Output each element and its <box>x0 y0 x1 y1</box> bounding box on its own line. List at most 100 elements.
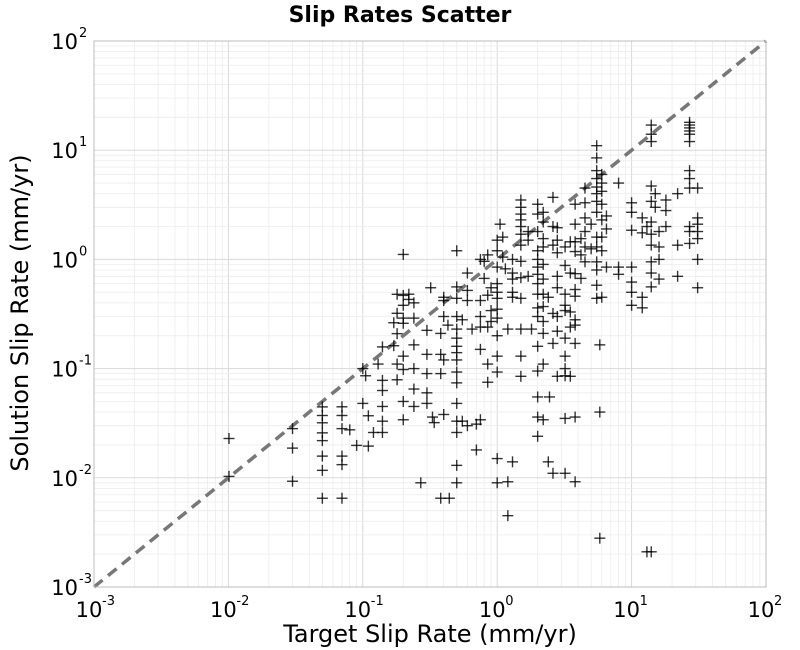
data-point <box>515 350 527 362</box>
data-point <box>551 234 563 246</box>
data-point <box>507 291 519 303</box>
data-point <box>626 261 638 273</box>
data-point <box>579 182 591 194</box>
data-point <box>591 206 603 218</box>
data-point <box>408 339 420 351</box>
data-point <box>636 227 648 239</box>
data-point <box>491 330 503 342</box>
data-point <box>537 206 549 218</box>
y-tick-label: 10 2 <box>51 26 87 54</box>
data-point <box>537 258 549 270</box>
data-point <box>692 233 704 245</box>
data-point <box>287 423 299 435</box>
y-axis-label: Solution Slip Rate (mm/yr) <box>6 154 34 471</box>
data-point <box>482 249 494 261</box>
data-point <box>591 279 603 291</box>
data-point <box>596 185 608 197</box>
data-point <box>397 299 409 311</box>
data-point <box>569 476 581 488</box>
data-point <box>491 261 503 273</box>
data-point <box>537 216 549 228</box>
data-point <box>494 218 506 230</box>
data-point <box>482 321 494 333</box>
data-point <box>626 224 638 236</box>
data-point <box>600 210 612 222</box>
tick-base: 10 <box>210 598 237 622</box>
data-point <box>559 350 571 362</box>
data-point <box>362 410 374 422</box>
data-point <box>626 276 638 288</box>
data-point <box>645 239 657 251</box>
data-point <box>569 198 581 210</box>
x-tick-label: 10 1 <box>613 594 648 622</box>
data-point <box>585 218 597 230</box>
tick-exponent: 2 <box>774 594 782 609</box>
data-point <box>544 391 556 403</box>
data-point <box>515 255 527 267</box>
data-point <box>408 297 420 309</box>
data-point <box>575 249 587 261</box>
data-point <box>579 256 591 268</box>
data-point <box>316 492 328 504</box>
data-point <box>591 152 603 164</box>
x-tick-label: 10 0 <box>479 594 514 622</box>
data-point <box>451 426 463 438</box>
data-point <box>537 241 549 253</box>
x-axis-label: Target Slip Rate (mm/yr) <box>282 620 577 648</box>
tick-exponent: -3 <box>102 594 115 609</box>
data-point <box>594 406 606 418</box>
y-tick-label: 10 0 <box>51 244 87 272</box>
data-point <box>551 282 563 294</box>
chart-title: Slip Rates Scatter <box>289 3 512 28</box>
data-point <box>559 467 571 479</box>
data-point <box>551 222 563 234</box>
data-point <box>672 188 684 200</box>
data-point <box>482 289 494 301</box>
tick-exponent: -2 <box>236 594 249 609</box>
data-point <box>287 442 299 454</box>
data-point <box>551 310 563 322</box>
data-point <box>660 194 672 206</box>
y-tick-label: 10 1 <box>51 135 87 163</box>
data-point <box>451 366 463 378</box>
data-point <box>451 459 463 471</box>
data-point <box>223 433 235 445</box>
tick-exponent: -2 <box>79 463 92 478</box>
data-point <box>425 282 437 294</box>
data-point <box>391 358 403 370</box>
data-point <box>522 270 534 282</box>
data-point <box>482 358 494 370</box>
data-point <box>357 363 369 375</box>
tick-base: 10 <box>51 358 78 382</box>
data-point <box>497 231 509 243</box>
data-point <box>537 315 549 327</box>
data-point <box>408 383 420 395</box>
data-point <box>537 301 549 313</box>
data-point <box>451 281 463 293</box>
data-point <box>397 350 409 362</box>
data-point <box>435 368 447 380</box>
data-point <box>421 387 433 399</box>
data-point <box>649 201 661 213</box>
data-point <box>569 337 581 349</box>
data-point <box>537 327 549 339</box>
grid <box>93 41 766 588</box>
data-point <box>426 411 438 423</box>
data-point <box>542 291 554 303</box>
data-point <box>485 305 497 317</box>
data-point <box>497 251 509 263</box>
data-point <box>474 414 486 426</box>
data-point <box>438 354 450 366</box>
data-point <box>507 456 519 468</box>
data-point <box>532 268 544 280</box>
data-point <box>344 424 356 436</box>
data-point <box>491 245 503 257</box>
data-point <box>532 208 544 220</box>
data-point <box>537 273 549 285</box>
data-point <box>532 198 544 210</box>
data-point <box>451 310 463 322</box>
data-point <box>388 340 400 352</box>
data-point <box>645 216 657 228</box>
